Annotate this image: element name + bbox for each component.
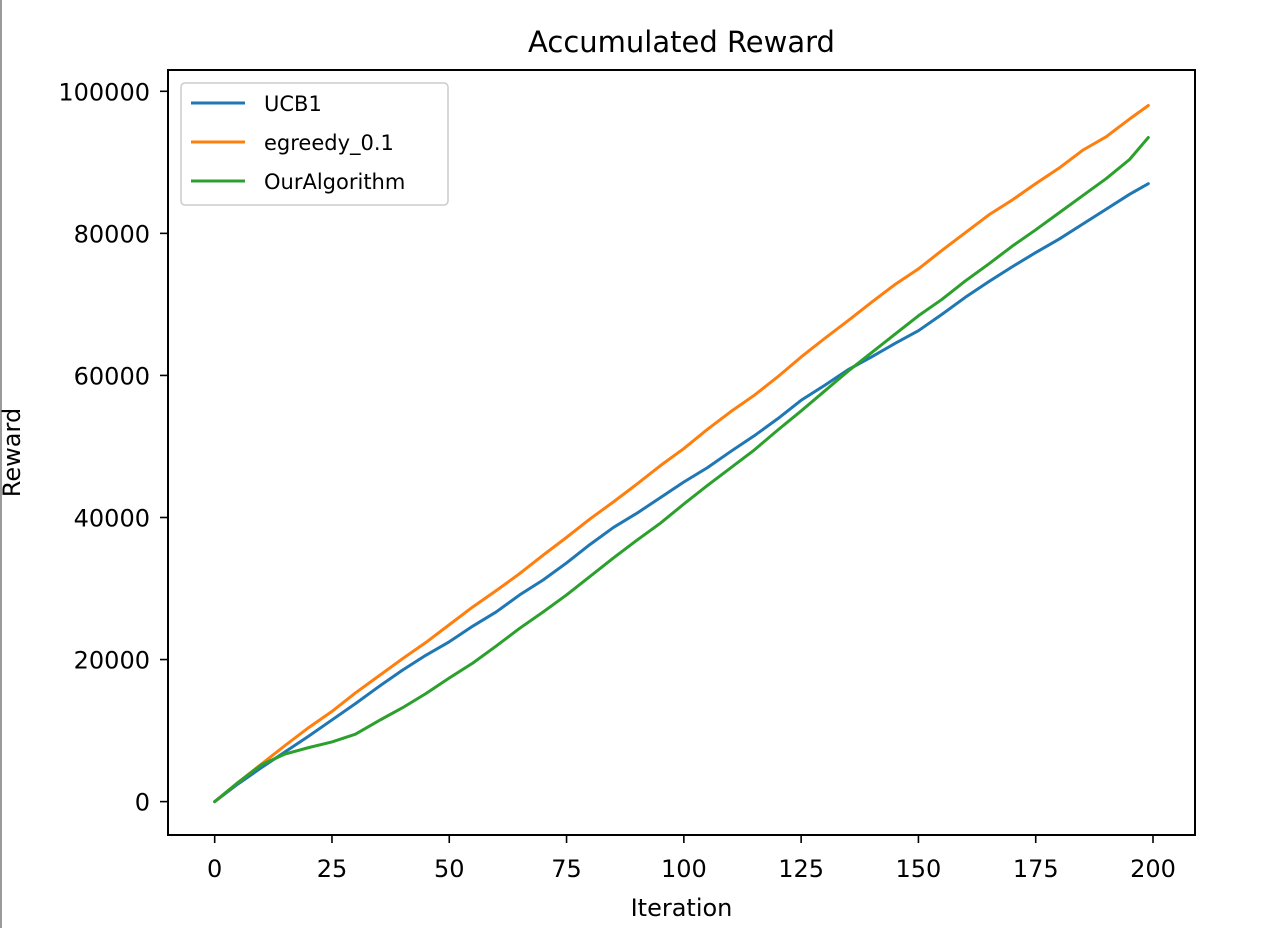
x-tick-label: 0: [207, 855, 222, 883]
y-axis-title: Reward: [0, 408, 26, 497]
y-axis-ticks: 0 20000 40000 60000 80000 100000: [58, 78, 168, 817]
legend-box: [180, 82, 449, 206]
x-axis-ticks: 0 25 50 75 100 125 150 175 200: [207, 835, 1176, 883]
plot-area-frame: [167, 69, 1196, 836]
x-tick-label: 25: [317, 855, 348, 883]
y-tick-label: 80000: [74, 220, 150, 248]
x-tick-label: 50: [434, 855, 465, 883]
x-tick-label: 75: [551, 855, 582, 883]
x-tick-label: 175: [1013, 855, 1059, 883]
x-tick-label: 100: [661, 855, 707, 883]
x-axis-title: Iteration: [631, 894, 733, 922]
x-tick-label: 150: [896, 855, 942, 883]
series-line-ucb1: [213, 182, 1150, 804]
legend-label-ouralgorithm: OurAlgorithm: [264, 170, 405, 194]
x-tick-label: 200: [1130, 855, 1176, 883]
x-tick-label: 125: [778, 855, 824, 883]
series-line-ouralgorithm: [213, 135, 1150, 804]
legend: UCB1 egreedy_0.1 OurAlgorithm: [180, 82, 449, 206]
chart-title: Accumulated Reward: [528, 25, 835, 59]
legend-label-egreedy: egreedy_0.1: [264, 131, 394, 156]
y-tick-label: 40000: [74, 504, 150, 532]
y-tick-label: 20000: [74, 647, 150, 675]
series-line-egreedy-0-1: [213, 104, 1150, 804]
legend-label-ucb1: UCB1: [264, 92, 322, 116]
y-tick-label: 60000: [74, 362, 150, 390]
y-tick-label: 100000: [58, 78, 150, 106]
y-tick-label: 0: [135, 789, 150, 817]
plot-series-group: [213, 104, 1150, 804]
